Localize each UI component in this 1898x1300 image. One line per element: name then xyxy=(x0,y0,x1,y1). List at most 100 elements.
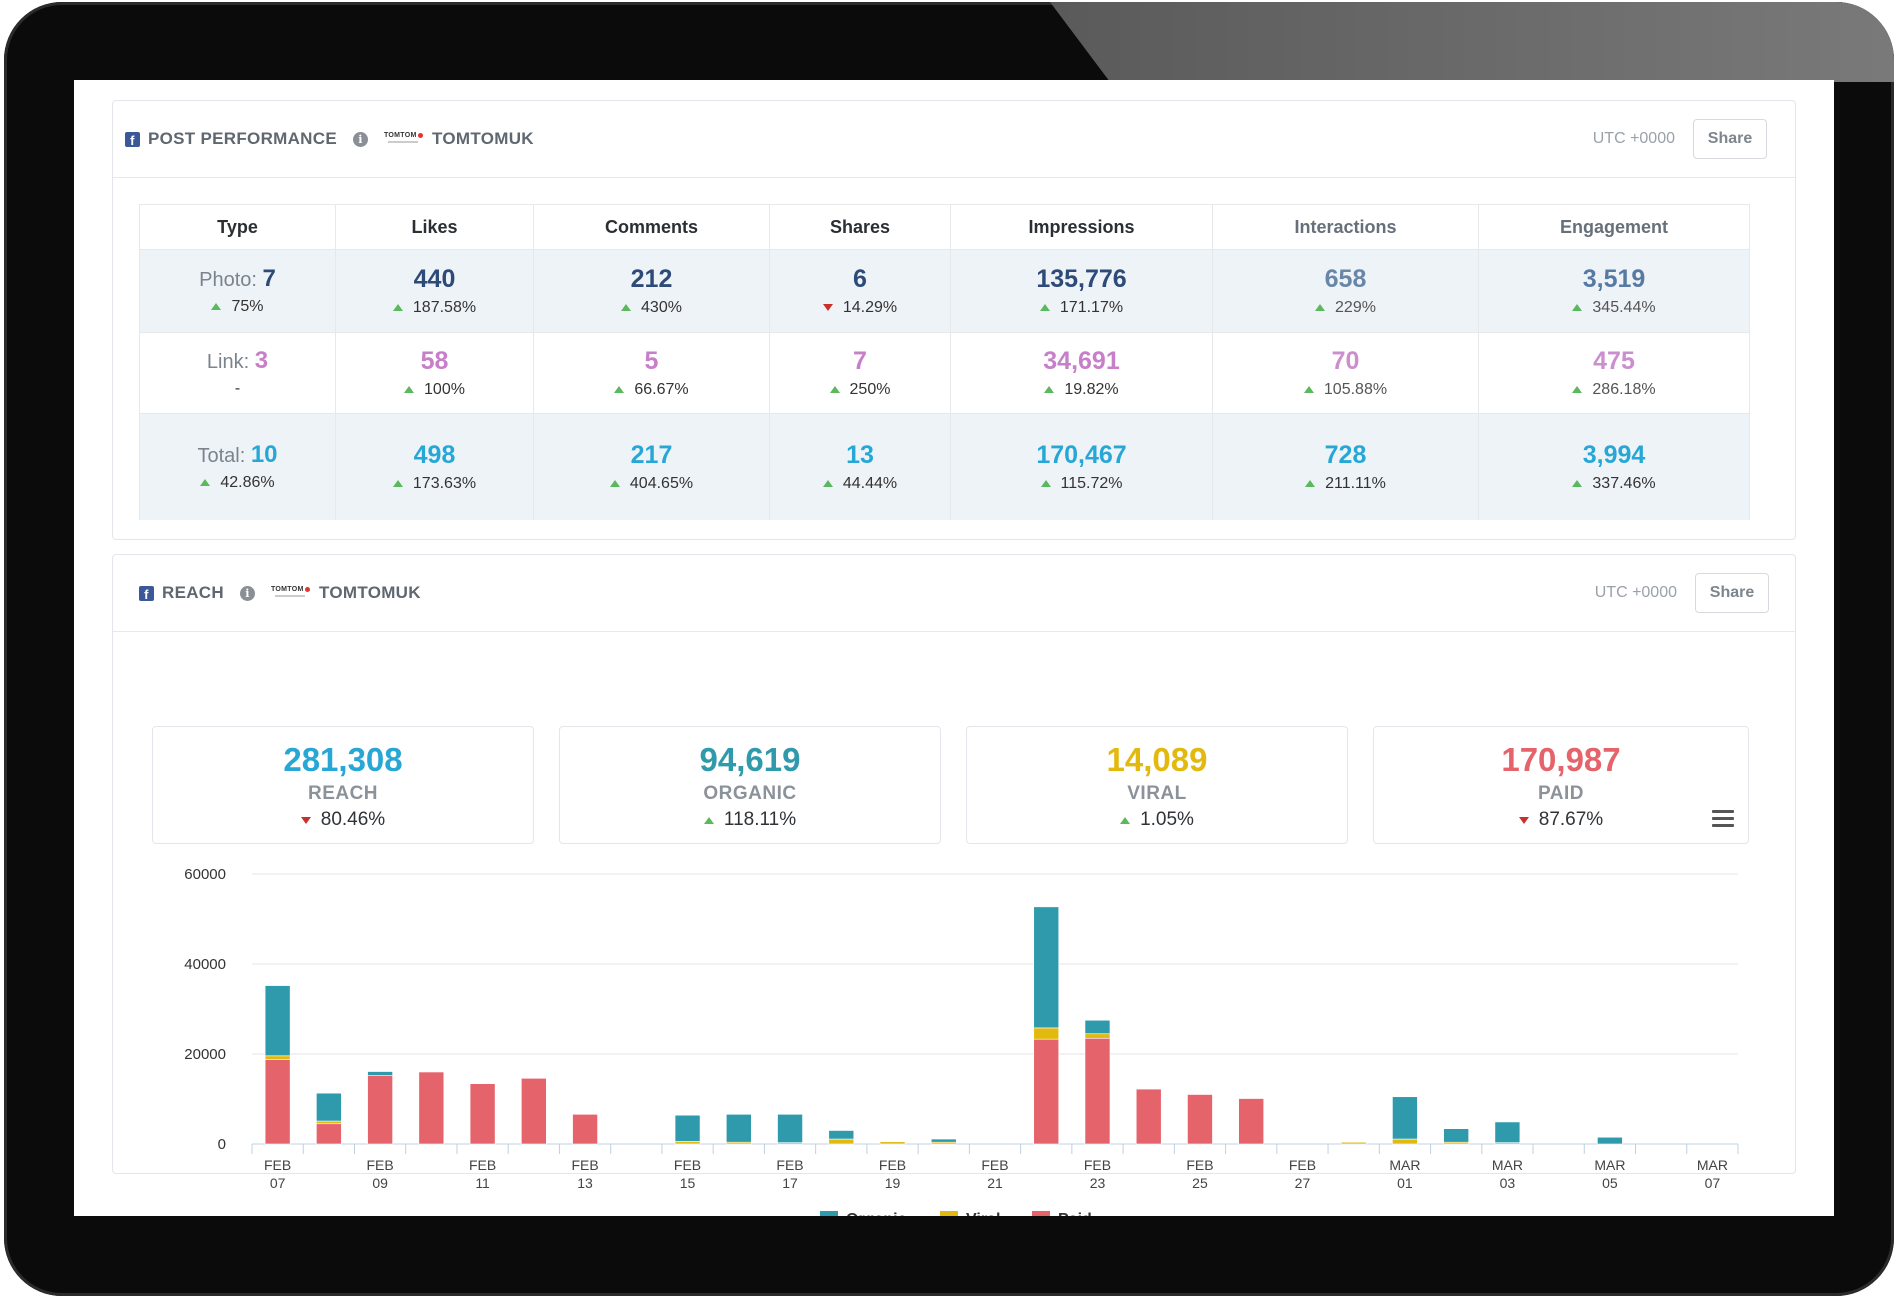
bar-viral xyxy=(1392,1138,1418,1145)
trend-up-icon xyxy=(703,817,714,824)
column-header-engagement[interactable]: Engagement xyxy=(1478,204,1750,250)
trend-up-icon xyxy=(200,479,211,486)
share-button[interactable]: Share xyxy=(1695,573,1769,613)
cell-change: 14.29% xyxy=(842,299,898,316)
interactions-cell: 70 105.88% xyxy=(1212,332,1479,414)
shares-cell: 13 44.44% xyxy=(769,413,951,520)
account-name: TOMTOMUK xyxy=(431,129,534,148)
trend-up-icon xyxy=(1039,304,1050,311)
bar-paid xyxy=(1187,1094,1213,1145)
trend-up-icon xyxy=(1120,817,1131,824)
cell-value: 212 xyxy=(630,265,673,293)
card-change: 1.05% xyxy=(1140,809,1194,830)
x-tick-label: FEB xyxy=(879,1157,906,1173)
column-header-shares[interactable]: Shares xyxy=(769,204,951,250)
cell-change: 211.11% xyxy=(1325,475,1386,492)
share-button[interactable]: Share xyxy=(1693,119,1767,159)
x-tick-label: MAR xyxy=(1389,1157,1420,1173)
timezone-label: UTC +0000 xyxy=(1594,584,1677,601)
bar-paid xyxy=(418,1071,445,1145)
bar-paid xyxy=(316,1123,342,1145)
x-tick-label: 03 xyxy=(1500,1175,1516,1191)
bar-paid xyxy=(264,1059,291,1145)
card-label: ORGANIC xyxy=(703,783,797,804)
column-header-comments[interactable]: Comments xyxy=(533,204,770,250)
reach-header: f REACH i TOMTOM TOMTOMUK UTC +0000 Shar… xyxy=(113,555,1795,632)
cell-value: 70 xyxy=(1331,347,1360,375)
timezone-label: UTC +0000 xyxy=(1592,130,1675,147)
tablet-frame: f POST PERFORMANCE i TOMTOM TOMTOMUK UTC… xyxy=(4,2,1894,1296)
legend-swatch-organic xyxy=(820,1211,838,1216)
bar-organic xyxy=(674,1114,701,1142)
trend-up-icon xyxy=(614,386,625,393)
type-cell: Total: 10 42.86% xyxy=(139,413,336,520)
table-row-link: Link: 3 - 58 100% 5 66.67% 7 250% 34,691 19.… xyxy=(139,332,1750,414)
cell-change: 286.18% xyxy=(1592,381,1656,398)
bar-paid xyxy=(1238,1098,1265,1145)
info-icon[interactable]: i xyxy=(239,585,255,601)
y-tick-label: 0 xyxy=(218,1136,226,1153)
interactions-cell: 658 229% xyxy=(1212,249,1479,333)
cell-change: 44.44% xyxy=(842,475,898,492)
bar-viral xyxy=(879,1141,906,1145)
organic-card: 94,619 ORGANIC 118.11% xyxy=(559,726,941,844)
impressions-cell: 135,776 171.17% xyxy=(950,249,1213,333)
bar-organic xyxy=(1494,1121,1521,1143)
trend-down-icon xyxy=(1518,817,1529,824)
x-tick-label: 21 xyxy=(987,1175,1003,1191)
column-header-likes[interactable]: Likes xyxy=(335,204,534,250)
trend-up-icon xyxy=(1572,480,1583,487)
likes-cell: 58 100% xyxy=(335,332,534,414)
reach-chart: 0 20000 40000 60000 FEB 07 FEB 09 FEB 11 FEB 13 FEB 1… xyxy=(184,866,1739,1216)
x-tick-label: MAR xyxy=(1594,1157,1625,1173)
cell-change: 100% xyxy=(424,381,465,398)
cell-change: 105.88% xyxy=(1323,381,1388,398)
cell-change: 19.82% xyxy=(1064,381,1119,398)
trend-up-icon xyxy=(392,480,403,487)
bar-organic xyxy=(264,985,291,1057)
x-tick-label: 07 xyxy=(270,1175,286,1191)
cell-value: 217 xyxy=(630,441,673,469)
bar-organic xyxy=(777,1113,803,1143)
cell-value: 34,691 xyxy=(1043,347,1120,375)
cell-change: 173.63% xyxy=(412,475,477,492)
x-tick-label: FEB xyxy=(571,1157,598,1173)
bar-viral xyxy=(1340,1141,1367,1145)
cell-value: 170,467 xyxy=(1036,441,1127,469)
engagement-cell: 3,519 345.44% xyxy=(1478,249,1750,333)
column-header-interactions[interactable]: Interactions xyxy=(1212,204,1479,250)
facebook-icon: f xyxy=(125,131,140,148)
legend-label-paid: Paid xyxy=(1058,1211,1092,1216)
chart-menu-icon[interactable] xyxy=(1712,810,1734,828)
cell-value: 3,519 xyxy=(1582,265,1646,293)
cell-value: 135,776 xyxy=(1036,265,1127,293)
bar-paid xyxy=(469,1083,496,1145)
bar-paid xyxy=(1033,1038,1060,1145)
cell-value: 6 xyxy=(853,265,867,293)
x-tick-label: 17 xyxy=(782,1175,798,1191)
x-tick-label: 15 xyxy=(680,1175,696,1191)
card-change: 118.11% xyxy=(723,809,797,830)
table-row-photo: Photo: 7 75% 440 187.58% 212 430% 6 14.29% … xyxy=(139,249,1750,333)
x-tick-label: 07 xyxy=(1705,1175,1721,1191)
column-header-impressions[interactable]: Impressions xyxy=(950,204,1213,250)
bar-viral xyxy=(674,1140,701,1145)
reach-title-group: f REACH i TOMTOM TOMTOMUK xyxy=(139,555,421,631)
column-header-type[interactable]: Type xyxy=(139,204,336,250)
trend-up-icon xyxy=(1305,480,1316,487)
y-tick-label: 20000 xyxy=(184,1046,226,1063)
cell-change: 345.44% xyxy=(1592,299,1656,316)
engagement-cell: 3,994 337.46% xyxy=(1478,413,1750,520)
card-label: VIRAL xyxy=(1127,783,1187,804)
bar-organic xyxy=(367,1071,393,1076)
trend-up-icon xyxy=(1572,304,1583,311)
screen-glare xyxy=(1050,2,1894,82)
x-tick-label: FEB xyxy=(1186,1157,1213,1173)
x-tick-label: 09 xyxy=(372,1175,388,1191)
info-icon[interactable]: i xyxy=(352,131,368,147)
tomtom-logo-icon: TOMTOM xyxy=(384,132,424,146)
dashboard-screen: f POST PERFORMANCE i TOMTOM TOMTOMUK UTC… xyxy=(74,80,1834,1216)
cell-value: 728 xyxy=(1324,441,1367,469)
x-tick-label: FEB xyxy=(776,1157,803,1173)
table-header-row: Type Likes Comments Shares Impressions I… xyxy=(139,204,1750,250)
